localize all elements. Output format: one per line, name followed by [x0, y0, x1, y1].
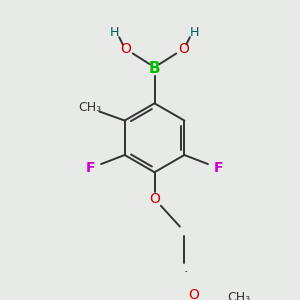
Text: CH₃: CH₃	[227, 291, 250, 300]
Text: O: O	[120, 42, 131, 56]
Text: CH₃: CH₃	[79, 101, 102, 114]
Text: O: O	[188, 288, 199, 300]
Text: F: F	[214, 161, 224, 175]
Text: O: O	[178, 42, 189, 56]
Text: H: H	[190, 26, 199, 39]
Text: B: B	[149, 61, 160, 76]
Text: F: F	[85, 161, 95, 175]
Text: H: H	[110, 26, 119, 39]
Text: O: O	[149, 192, 160, 206]
